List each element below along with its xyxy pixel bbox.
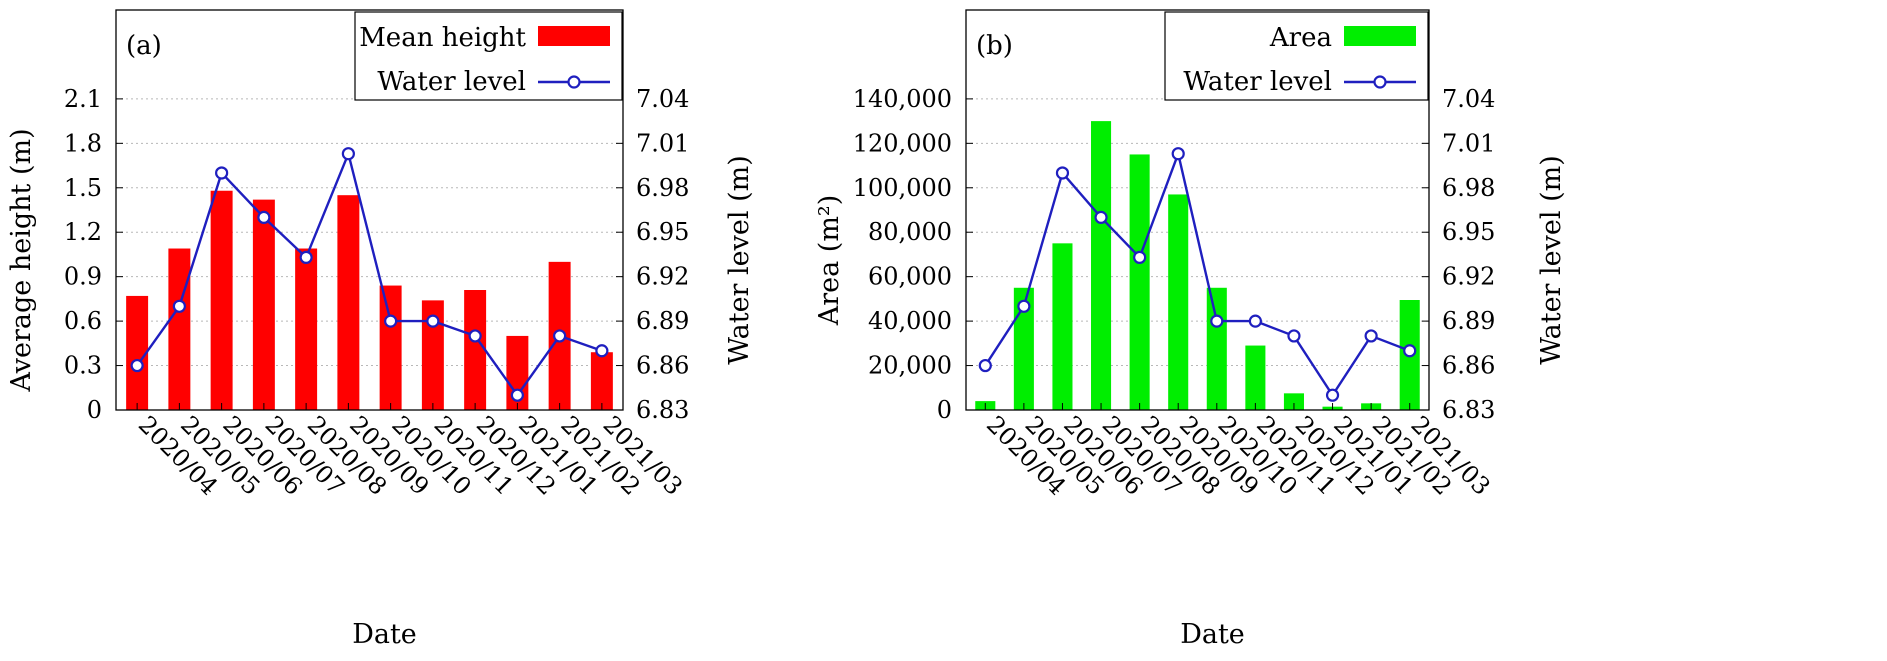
water-level-point xyxy=(1171,147,1185,161)
water-level-point xyxy=(172,299,186,313)
bar-2020-06 xyxy=(210,190,233,410)
legend-swatch-bars xyxy=(1344,26,1416,46)
water-level-point xyxy=(130,358,144,373)
water-level-line xyxy=(984,149,1411,398)
y-tick-label: 140,000 xyxy=(853,85,952,113)
water-level-point xyxy=(257,210,271,225)
y-tick-label: 0 xyxy=(87,396,102,424)
bar-2020-04 xyxy=(126,295,149,410)
water-level-point xyxy=(1403,344,1417,358)
bar-2020-05 xyxy=(168,248,191,410)
y2-tick-label: 6.92 xyxy=(636,263,689,291)
y-tick-label: 100,000 xyxy=(853,174,952,202)
y2-tick-label: 6.89 xyxy=(1442,307,1495,335)
legend-label-bars: Mean height xyxy=(359,23,526,53)
water-level-point xyxy=(215,166,229,180)
water-level-point xyxy=(1094,210,1108,225)
y2-tick-label: 6.83 xyxy=(1442,396,1495,424)
bar-2020-10 xyxy=(1206,287,1227,410)
chart-panel-a: 0 0.3 0.6 0.9 1.2 1.5 1.8 2.1 6.83 6.86 6.89 6.92 6.… xyxy=(6,9,755,650)
y2-tick-label: 6.89 xyxy=(636,307,689,335)
legend-swatch-marker xyxy=(1373,75,1387,89)
y-axis-label: Area (m²) xyxy=(814,195,845,327)
y-tick-label: 0.9 xyxy=(64,263,102,291)
water-level-line xyxy=(136,149,603,398)
x-axis-label: Date xyxy=(352,619,417,650)
y-tick-label: 60,000 xyxy=(868,263,952,291)
water-level-point xyxy=(1248,314,1262,328)
bar-2020-09 xyxy=(1168,194,1189,410)
plot-frame xyxy=(965,9,1430,411)
water-level-point xyxy=(553,329,567,343)
y-tick-label: 80,000 xyxy=(868,218,952,246)
panel-label: (b) xyxy=(976,31,1013,61)
y2-tick-label: 7.04 xyxy=(636,85,689,113)
y2-axis-label: Water level (m) xyxy=(724,155,755,365)
y2-axis-label: Water level (m) xyxy=(1536,155,1567,365)
y-axis-label: Average height (m) xyxy=(6,128,37,392)
legend-label-bars: Area xyxy=(1269,23,1332,53)
legend-label-line: Water level xyxy=(377,67,526,97)
y2-tick-label: 6.83 xyxy=(636,396,689,424)
bar-2020-08 xyxy=(295,248,318,410)
y2-tick-label: 6.86 xyxy=(636,352,689,380)
water-level-point xyxy=(299,250,313,265)
legend-swatch-bars xyxy=(538,26,610,46)
plot-frame xyxy=(115,9,624,411)
bar-2020-12 xyxy=(464,290,487,410)
y-tick-label: 1.8 xyxy=(64,129,102,157)
y2-tick-label: 7.01 xyxy=(636,129,689,157)
y-tick-label: 20,000 xyxy=(868,352,952,380)
x-axis-label: Date xyxy=(1180,619,1245,650)
y-tick-label: 0.6 xyxy=(64,307,102,335)
y-tick-label: 1.5 xyxy=(64,174,102,202)
water-level-point xyxy=(384,314,398,328)
y2-tick-label: 6.95 xyxy=(636,218,689,246)
bar-2020-09 xyxy=(337,195,360,410)
y2-tick-label: 7.01 xyxy=(1442,129,1495,157)
bar-2020-08 xyxy=(1129,154,1150,410)
y2-tick-label: 6.95 xyxy=(1442,218,1495,246)
y-tick-label: 120,000 xyxy=(853,129,952,157)
water-level-point xyxy=(1287,329,1301,343)
y2-tick-label: 6.98 xyxy=(636,174,689,202)
bar-2020-10 xyxy=(379,285,402,410)
y2-tick-label: 6.92 xyxy=(1442,263,1495,291)
y-tick-label: 0.3 xyxy=(64,352,102,380)
bar-2021-01 xyxy=(506,335,529,410)
bar-2021-03 xyxy=(590,352,613,410)
y2-tick-label: 6.86 xyxy=(1442,352,1495,380)
water-level-point xyxy=(1364,329,1378,343)
y2-tick-label: 6.98 xyxy=(1442,174,1495,202)
bar-2020-12 xyxy=(1283,393,1304,410)
y2-tick-label: 7.04 xyxy=(1442,85,1495,113)
water-level-point xyxy=(341,147,355,161)
bar-2020-07 xyxy=(252,199,275,410)
water-level-point xyxy=(1133,250,1147,265)
legend-swatch-marker xyxy=(567,75,581,89)
water-level-point xyxy=(468,329,482,343)
bar-2020-11 xyxy=(421,300,444,410)
y-tick-label: 1.2 xyxy=(64,218,102,246)
bar-2020-05 xyxy=(1013,287,1034,410)
y-tick-label: 40,000 xyxy=(868,307,952,335)
water-level-point xyxy=(1325,388,1340,402)
water-level-point xyxy=(1210,314,1224,328)
water-level-point xyxy=(978,358,992,373)
y-tick-label: 2.1 xyxy=(64,85,102,113)
bar-2020-11 xyxy=(1245,345,1266,410)
water-level-point xyxy=(1055,166,1070,180)
bar-2020-06 xyxy=(1052,243,1073,410)
water-level-point xyxy=(1017,299,1031,313)
y-tick-label: 0 xyxy=(937,396,952,424)
chart-panel-b: 0 20,000 40,000 60,000 80,000 100,000 120,000 1… xyxy=(814,9,1567,650)
water-level-point xyxy=(510,388,524,402)
legend-label-line: Water level xyxy=(1183,67,1332,97)
panel-label: (a) xyxy=(126,31,162,61)
bar-2020-07 xyxy=(1091,121,1112,410)
water-level-point xyxy=(595,344,609,358)
water-level-point xyxy=(426,314,440,328)
